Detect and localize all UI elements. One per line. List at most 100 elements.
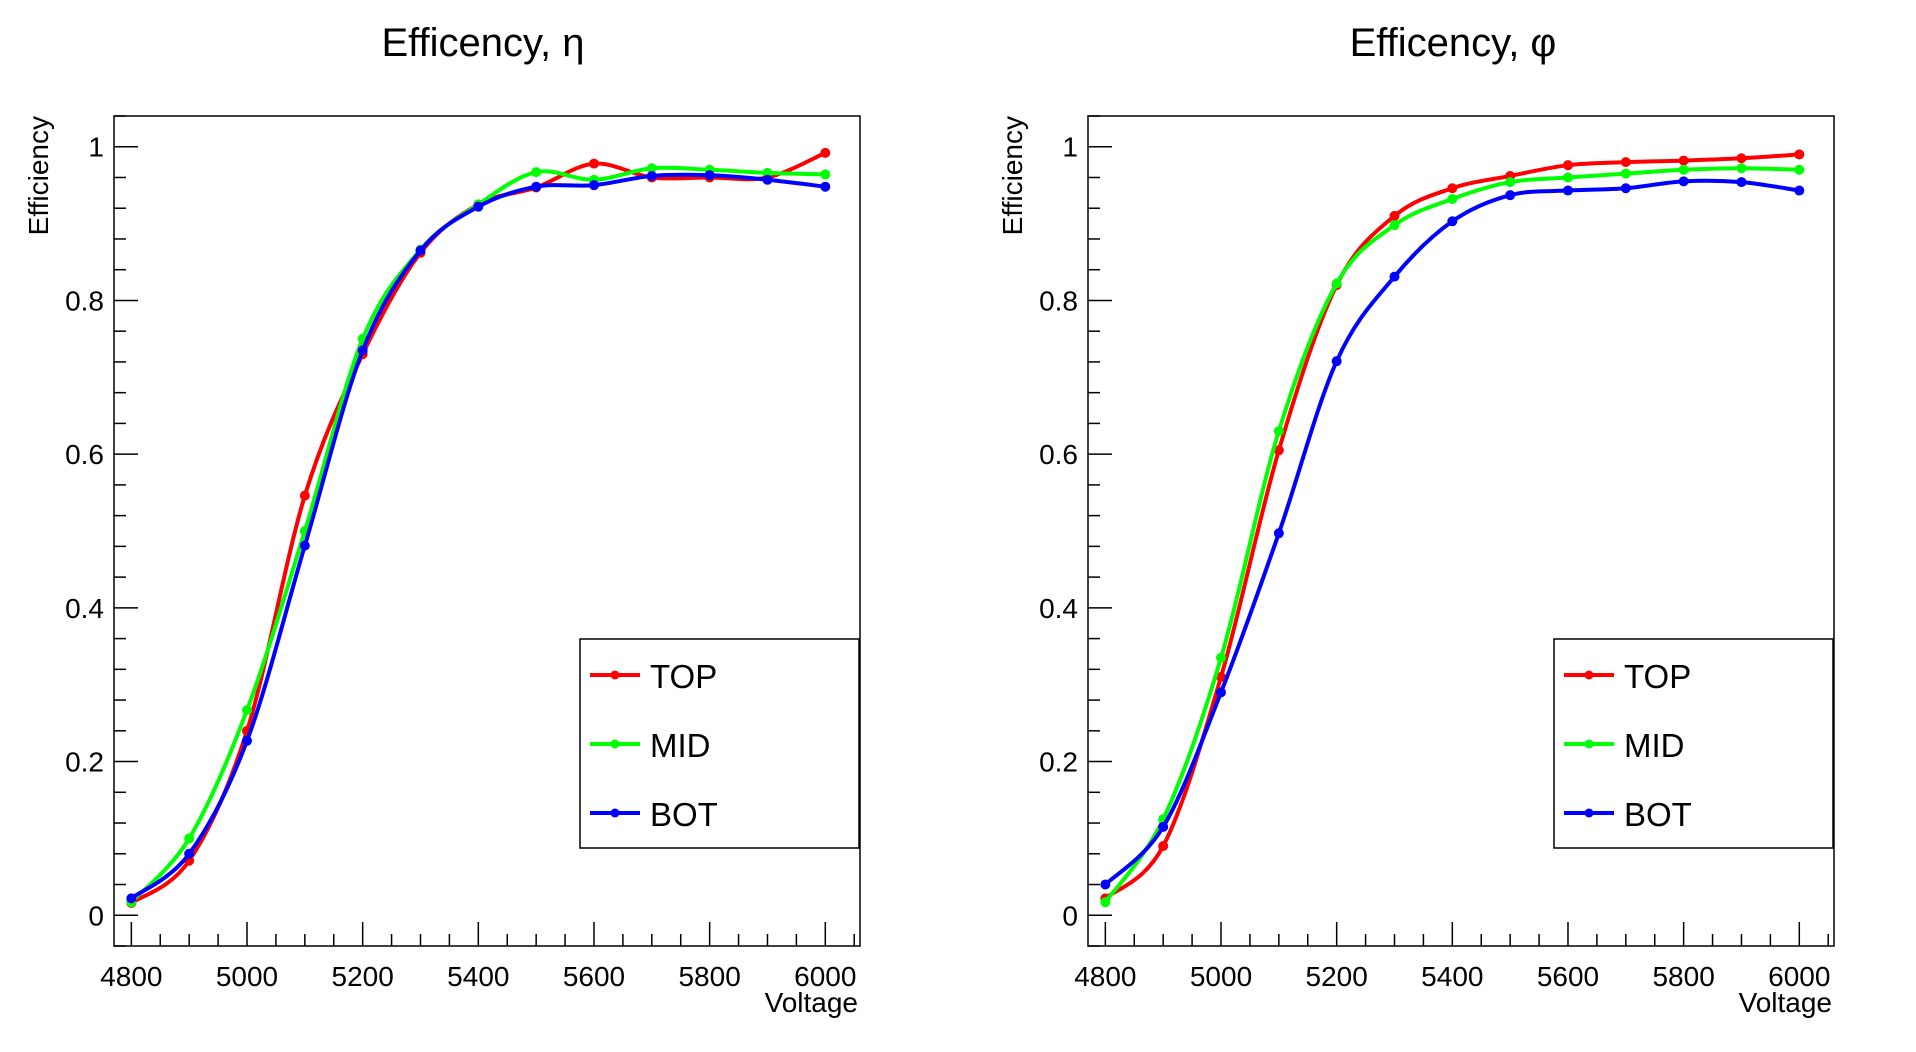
legend-label-mid: MID <box>1624 727 1685 764</box>
data-point-top <box>1678 155 1689 166</box>
data-point-bot <box>820 181 831 192</box>
y-tick-label: 0.2 <box>65 747 104 778</box>
data-point-bot <box>646 170 657 181</box>
data-point-bot <box>126 893 137 904</box>
data-point-top <box>1620 157 1631 168</box>
data-point-bot <box>762 174 773 185</box>
data-point-bot <box>1736 177 1747 188</box>
data-point-bot <box>1273 528 1284 539</box>
data-point-bot <box>473 201 484 212</box>
legend-marker-bot <box>610 808 620 818</box>
legend-label-top: TOP <box>1624 658 1691 695</box>
x-tick-label: 5800 <box>1652 961 1714 992</box>
legend-entry-bot: BOT <box>590 796 718 833</box>
x-axis-label: Voltage <box>1739 987 1832 1018</box>
y-tick-label: 0.2 <box>1039 747 1078 778</box>
legend-entry-mid: MID <box>590 727 711 764</box>
legend-marker-bot <box>1584 808 1594 818</box>
data-point-mid <box>1736 163 1747 174</box>
legend-label-top: TOP <box>650 658 717 695</box>
data-point-mid <box>1100 897 1111 908</box>
data-point-bot <box>1620 183 1631 194</box>
data-point-bot <box>415 245 426 256</box>
data-point-top <box>1562 160 1573 171</box>
data-point-mid <box>646 163 657 174</box>
legend-marker-mid <box>610 739 620 749</box>
data-point-top <box>1736 153 1747 164</box>
data-point-bot <box>1100 879 1111 890</box>
data-point-bot <box>1505 190 1516 201</box>
x-axis: 4800 5000 5200 5400 5600 5800 6000 <box>1074 922 1830 992</box>
legend-entry-top: TOP <box>590 658 717 695</box>
y-tick-label: 0.6 <box>65 439 104 470</box>
x-tick-label: 5600 <box>563 961 625 992</box>
data-point-mid <box>1389 220 1400 231</box>
x-tick-label: 5400 <box>447 961 509 992</box>
data-point-bot <box>1562 185 1573 196</box>
data-point-top <box>1389 210 1400 221</box>
data-point-bot <box>531 181 542 192</box>
legend-marker-top <box>1584 670 1594 680</box>
eta-efficiency-chart: Efficency, η 4800 5000 5200 5400 5600 5800 600… <box>23 21 861 1018</box>
y-tick-label: 0.8 <box>1039 285 1078 316</box>
data-point-top <box>1158 841 1169 852</box>
data-point-top <box>1216 672 1227 683</box>
data-point-bot <box>1447 216 1458 227</box>
data-point-bot <box>1389 271 1400 282</box>
y-tick-label: 0.6 <box>1039 439 1078 470</box>
data-point-mid <box>531 167 542 178</box>
legend: TOP MID BOT <box>579 638 860 849</box>
data-point-top <box>1794 149 1805 160</box>
x-tick-label: 5600 <box>1537 961 1599 992</box>
data-point-mid <box>242 705 253 716</box>
x-tick-label: 5200 <box>1306 961 1368 992</box>
data-point-top <box>1273 445 1284 456</box>
legend: TOP MID BOT <box>1553 638 1834 849</box>
y-tick-label: 0 <box>1062 900 1078 931</box>
legend-label-mid: MID <box>650 727 711 764</box>
data-point-bot <box>299 540 310 551</box>
data-point-bot <box>704 170 715 181</box>
data-point-bot <box>1158 821 1169 832</box>
x-tick-label: 5000 <box>1190 961 1252 992</box>
x-tick-label: 4800 <box>1074 961 1136 992</box>
plot-frame <box>113 115 861 947</box>
y-axis-label: Efficiency <box>23 116 54 235</box>
data-point-top <box>1447 183 1458 194</box>
data-point-mid <box>1562 172 1573 183</box>
chart-title: Efficency, η <box>381 21 584 65</box>
data-point-top <box>820 147 831 158</box>
x-tick-label: 5400 <box>1421 961 1483 992</box>
data-point-mid <box>1794 164 1805 175</box>
data-point-bot <box>184 848 195 859</box>
data-point-mid <box>762 167 773 178</box>
x-tick-label: 5800 <box>678 961 740 992</box>
data-point-mid <box>1273 426 1284 437</box>
x-tick-label: 5200 <box>332 961 394 992</box>
x-axis: 4800 5000 5200 5400 5600 5800 6000 <box>100 922 856 992</box>
y-tick-label: 1 <box>88 132 104 163</box>
data-point-mid <box>1620 168 1631 179</box>
data-point-mid <box>184 833 195 844</box>
x-tick-label: 6000 <box>1768 961 1830 992</box>
data-point-bot <box>1331 356 1342 367</box>
y-tick-label: 0.4 <box>1039 593 1078 624</box>
x-tick-label: 5000 <box>216 961 278 992</box>
y-tick-label: 0.8 <box>65 285 104 316</box>
legend-entry-mid: MID <box>1564 727 1685 764</box>
series-layer <box>1100 149 1805 908</box>
y-tick-label: 0.4 <box>65 593 104 624</box>
data-point-mid <box>1505 177 1516 188</box>
phi-efficiency-chart: Efficency, φ 4800 5000 5200 5400 5600 5800 600… <box>997 21 1835 1018</box>
series-layer <box>126 147 831 908</box>
data-point-bot <box>1216 687 1227 698</box>
legend-entry-bot: BOT <box>1564 796 1692 833</box>
plot-frame <box>1087 115 1835 947</box>
y-tick-label: 0 <box>88 900 104 931</box>
legend-marker-top <box>610 670 620 680</box>
data-point-bot <box>588 180 599 191</box>
data-point-mid <box>1331 278 1342 289</box>
legend-entry-top: TOP <box>1564 658 1691 695</box>
data-point-bot <box>357 345 368 356</box>
